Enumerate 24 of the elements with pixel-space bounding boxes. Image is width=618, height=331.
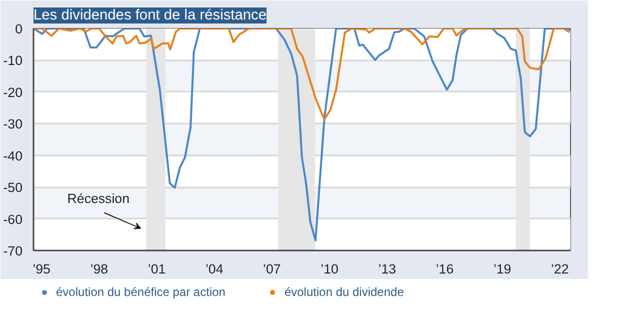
x-tick-label: ’04	[205, 262, 224, 276]
line-series	[34, 28, 570, 121]
y-tick-label: -20	[3, 84, 22, 100]
y-tick-label: -70	[3, 244, 22, 258]
x-tick-label: ’22	[551, 262, 569, 276]
x-tick-label: ’19	[493, 262, 512, 276]
annotation: Récession	[67, 191, 130, 206]
x-tick-label: ’98	[90, 262, 108, 276]
x-tick-label: ’16	[436, 262, 454, 276]
x-tick-label: ’13	[378, 262, 396, 276]
y-tick-label: -60	[3, 212, 22, 227]
y-tick-label: 0	[15, 22, 23, 36]
legend-label: évolution du bénéfice par action	[56, 285, 226, 299]
x-tick-label: ’07	[263, 262, 281, 276]
y-tick-label: -40	[3, 148, 22, 164]
y-tick-label: -30	[3, 116, 22, 132]
y-tick-label: -50	[3, 180, 22, 196]
line-series	[34, 28, 570, 242]
chart-title: Les dividendes font de la résistance	[34, 8, 267, 24]
y-tick-label: -10	[3, 53, 22, 68]
x-tick-label: ’10	[320, 262, 338, 276]
legend-label: évolution du dividende	[284, 285, 404, 299]
x-tick-label: ’95	[32, 262, 50, 276]
x-tick-label: ’01	[148, 262, 166, 276]
